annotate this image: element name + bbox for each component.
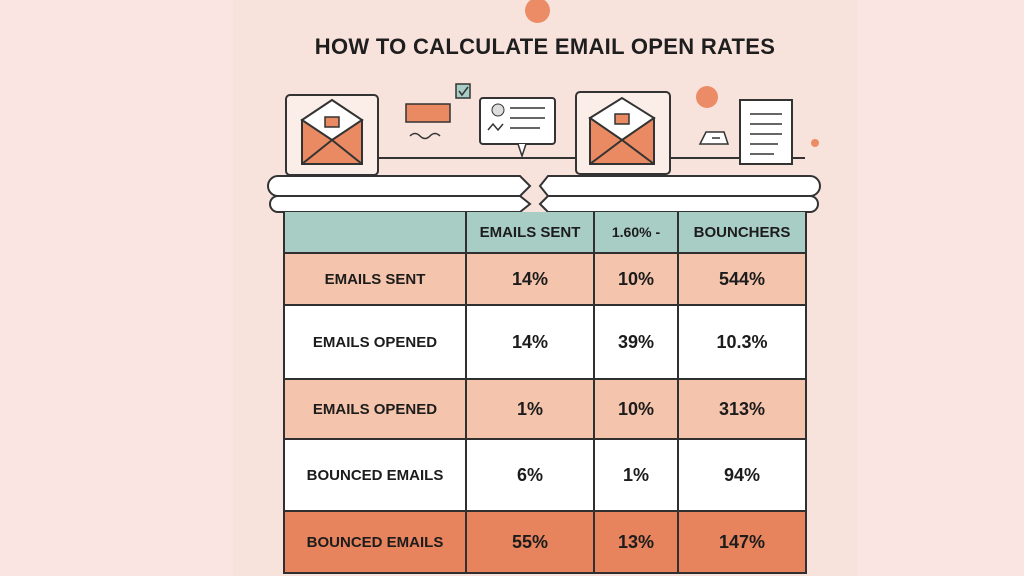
table-cell: 10.3% <box>716 331 768 352</box>
row-label: BOUNCED EMAILS <box>285 512 467 572</box>
table-row: BOUNCED EMAILS 55% 13% 147% <box>285 512 805 574</box>
table-header-cell: EMAILS SENT <box>467 212 595 252</box>
document-card-icon <box>479 97 556 159</box>
table-cell: 94% <box>723 464 761 485</box>
row-label: EMAILS OPENED <box>285 306 467 378</box>
table-cell: 1% <box>595 440 679 510</box>
table-cell: 6% <box>467 440 595 510</box>
checkbox-icon <box>455 83 471 99</box>
divider-bars <box>267 175 821 213</box>
chat-bubble-icon <box>405 103 451 140</box>
table-cell: 1% <box>467 380 595 438</box>
document-icon <box>739 99 793 165</box>
table-cell: 147% <box>718 531 766 552</box>
table-row: EMAILS OPENED 14% 39% 10.3% <box>285 306 805 380</box>
row-label: EMAILS OPENED <box>285 380 467 438</box>
table-header-cell: 1.60% - <box>595 212 679 252</box>
row-label: BOUNCED EMAILS <box>285 440 467 510</box>
folder-icon <box>698 131 730 145</box>
email-rates-table: EMAILS SENT 1.60% - BOUNCHERS EMAILS SEN… <box>283 212 807 574</box>
decor-dot-top <box>525 0 550 23</box>
table-row: EMAILS OPENED 1% 10% 313% <box>285 380 805 440</box>
table-cell: 55% <box>467 512 595 572</box>
table-row: BOUNCED EMAILS 6% 1% 94% <box>285 440 805 512</box>
table-row: EMAILS SENT 14% 10% 544% <box>285 254 805 306</box>
table-cell: 14% <box>467 254 595 304</box>
decor-dot-large <box>696 86 718 108</box>
envelope-icon <box>285 94 379 176</box>
table-cell: 10% <box>595 254 679 304</box>
table-cell: 13% <box>595 512 679 572</box>
row-label: EMAILS SENT <box>285 254 467 304</box>
table-cell: 39% <box>595 306 679 378</box>
page-title: HOW TO CALCULATE EMAIL OPEN RATES <box>314 34 776 59</box>
decor-dot-small <box>811 139 819 147</box>
table-cell: 10% <box>595 380 679 438</box>
envelope-icon-right <box>575 91 671 175</box>
email-illustration <box>267 83 821 213</box>
table-cell: 544% <box>718 268 766 289</box>
table-header-cell: BOUNCHERS <box>693 223 791 241</box>
table-cell: 313% <box>718 398 766 419</box>
table-header-row: EMAILS SENT 1.60% - BOUNCHERS <box>285 212 805 254</box>
table-header-cell <box>285 212 467 252</box>
table-cell: 14% <box>467 306 595 378</box>
